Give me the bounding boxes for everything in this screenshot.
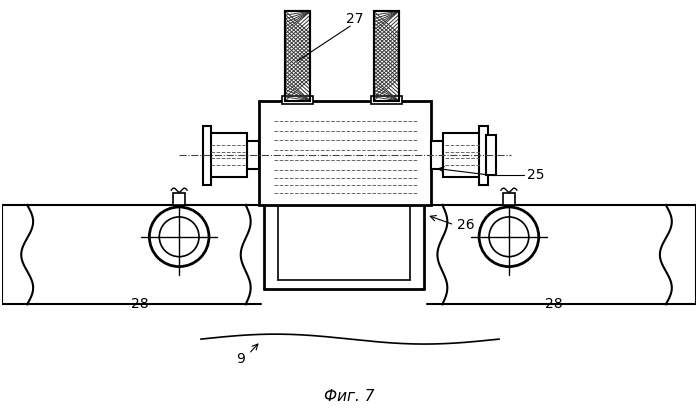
Bar [2, 205, 251, 304]
Bar [479, 126, 488, 185]
Bar [438, 205, 696, 304]
Bar [371, 96, 401, 104]
Bar [283, 96, 313, 104]
Bar [246, 141, 259, 169]
Bar [443, 133, 481, 177]
Text: Фиг. 7: Фиг. 7 [324, 389, 374, 404]
Bar [285, 11, 311, 101]
Bar [374, 11, 399, 101]
Bar [486, 136, 496, 175]
Text: 9: 9 [237, 352, 245, 366]
Bar [503, 193, 515, 205]
Bar [259, 101, 431, 205]
Text: 25: 25 [527, 168, 544, 182]
Bar [173, 193, 185, 205]
Bar [374, 11, 399, 101]
Text: 26: 26 [457, 218, 475, 232]
Bar [431, 141, 443, 169]
Text: 28: 28 [545, 297, 563, 311]
Text: 27: 27 [346, 12, 364, 26]
Bar [209, 133, 246, 177]
Bar [285, 11, 311, 101]
Bar [203, 126, 211, 185]
Text: 28: 28 [131, 297, 148, 311]
